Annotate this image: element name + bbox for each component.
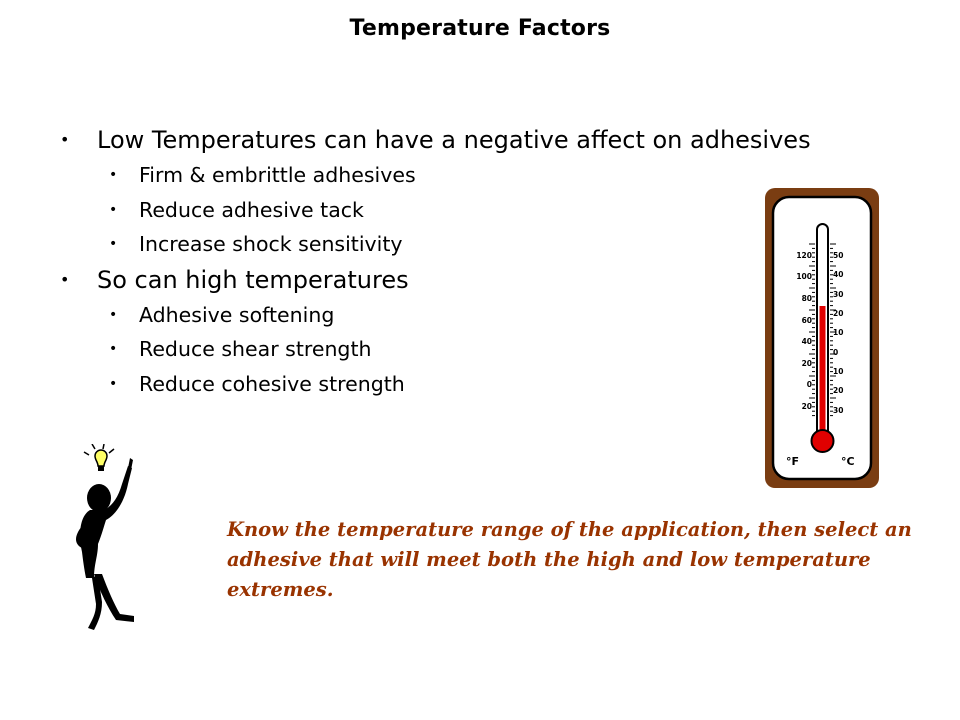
bullet-dot: • [60,130,70,149]
sub-bullet-text: Increase shock sensitivity [139,232,403,256]
lightbulb-icon [83,444,115,471]
celsius-tick-label: 30 [833,406,843,415]
fahrenheit-tick-label: 120 [796,251,812,260]
fahrenheit-unit-label: °F [786,455,799,468]
bullet-dot: • [109,236,118,252]
person-figure [76,458,134,630]
sub-bullet: • Reduce cohesive strength [60,367,920,402]
celsius-tick-label: 30 [833,290,843,299]
sub-bullet-text: Reduce shear strength [139,337,372,361]
fahrenheit-tick-label: 20 [802,359,812,368]
fahrenheit-tick-label: 20 [802,402,812,411]
bullet-dot: • [60,269,70,289]
sub-bullet: • Reduce shear strength [60,332,920,367]
bullet-text: So can high temperatures [97,265,409,294]
sub-bullet: • Increase shock sensitivity [60,227,920,262]
celsius-tick-label: 20 [833,309,843,318]
fahrenheit-tick-label: 0 [807,380,812,389]
callout-text: Know the temperature range of the applic… [227,515,927,605]
celsius-tick-label: 10 [833,328,843,337]
fahrenheit-tick-label: 60 [802,316,812,325]
celsius-tick-label: 20 [833,386,843,395]
bullet-low-temps: • Low Temperatures can have a negative a… [60,122,920,158]
thermometer-bulb [810,429,835,453]
celsius-tick-label: 10 [833,367,843,376]
bullet-dot: • [109,341,118,357]
celsius-tick-label: 0 [833,348,838,357]
celsius-tick-label: 40 [833,270,843,279]
bullet-dot: • [109,306,118,323]
celsius-tick-label: 50 [833,251,843,260]
thermometer-ticks [809,243,836,417]
fahrenheit-tick-label: 80 [802,294,812,303]
bullet-dot: • [109,375,118,392]
bullet-dot: • [109,201,118,218]
bullet-high-temps: • So can high temperatures [60,262,920,298]
bullet-text: Low Temperatures can have a negative aff… [97,126,811,154]
slide-title: Temperature Factors [349,16,611,41]
sub-bullet-text: Reduce adhesive tack [139,197,364,222]
sub-bullet-text: Firm & embrittle adhesives [139,163,416,187]
fahrenheit-tick-label: 100 [796,272,812,281]
sub-bullet: • Firm & embrittle adhesives [60,158,920,193]
sub-bullet-text: Adhesive softening [139,302,335,327]
fahrenheit-tick-label: 40 [802,337,812,346]
thermometer-icon: 120 100 80 60 40 20 0 20 50 40 30 20 10 … [765,188,879,488]
sub-bullet-text: Reduce cohesive strength [139,371,405,396]
sub-bullet: • Reduce adhesive tack [60,193,920,228]
bullet-list: • Low Temperatures can have a negative a… [60,122,920,401]
callout-line: adhesive that will meet both the high an… [227,548,871,601]
callout-line: Know the temperature range of the applic… [227,518,912,541]
sub-bullet: • Adhesive softening [60,298,920,333]
idea-person-icon [76,444,134,630]
celsius-unit-label: °C [841,455,855,468]
thermometer-mercury [819,306,826,446]
bullet-dot: • [109,167,118,183]
